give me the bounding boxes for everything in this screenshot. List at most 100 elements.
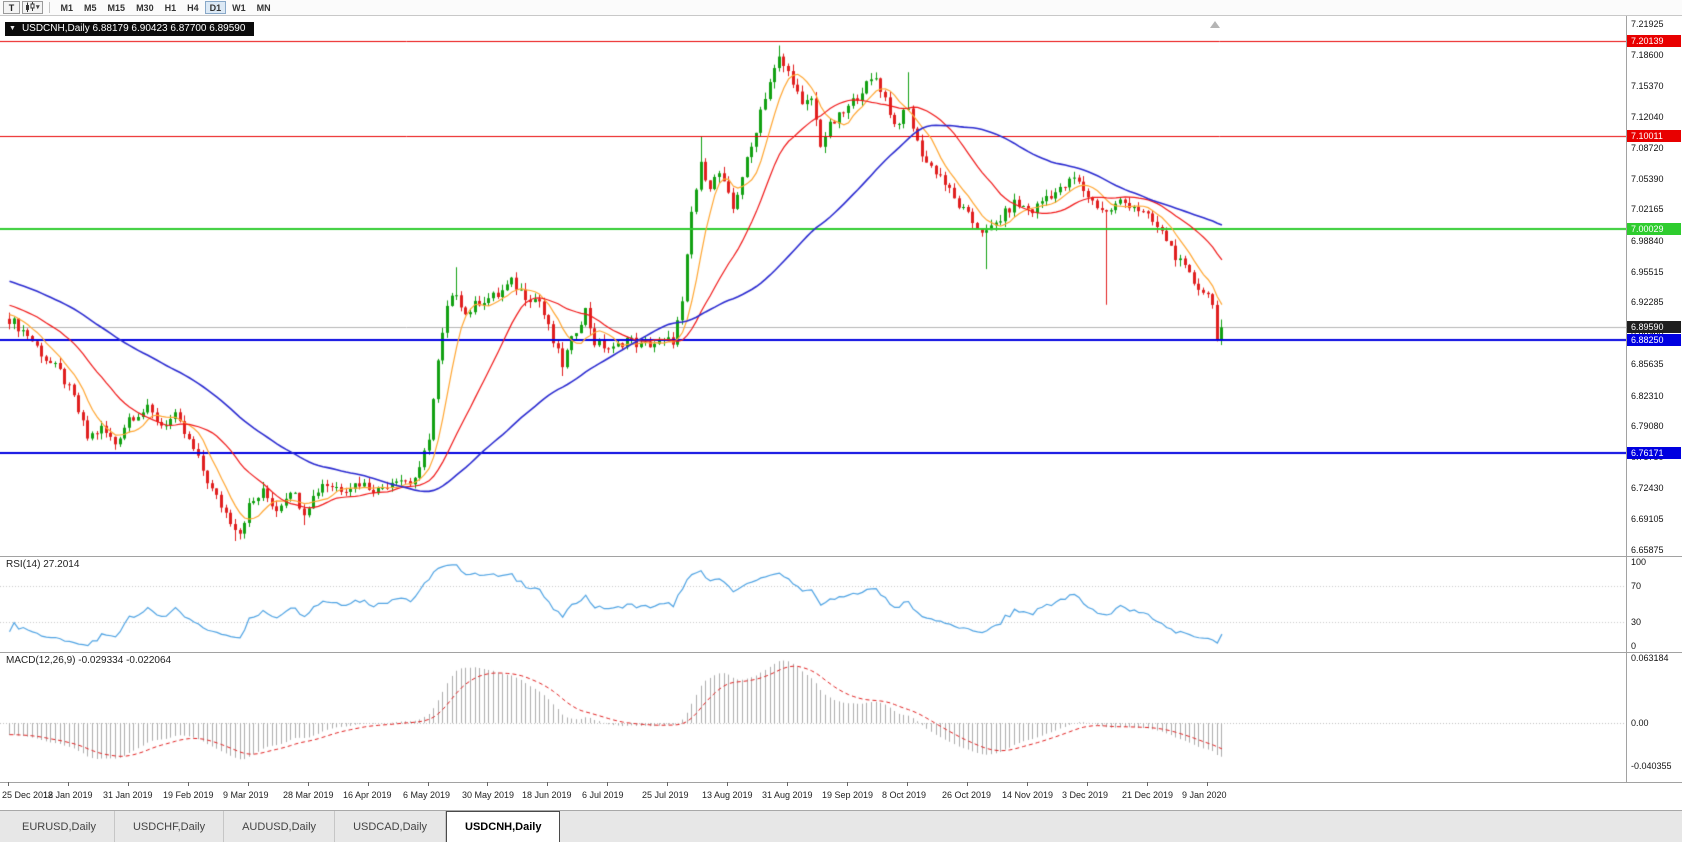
date-label: 19 Sep 2019 [822,790,874,800]
date-label: 12 Jan 2019 [43,790,93,800]
chart-title-text: USDCNH,Daily 6.88179 6.90423 6.87700 6.8… [21,23,246,34]
price-axis-label: 6.98840 [1631,236,1664,246]
current-price-tag[interactable]: 6.89590 [1627,321,1681,333]
date-tick [667,782,668,786]
date-tick [128,782,129,786]
price-level-tag[interactable]: 7.10011 [1627,130,1681,142]
top-toolbar: T ▾ M1 M5 M15 M30 H1 H4 D1 W1 MN [0,0,1682,16]
chart-tab-usdcad[interactable]: USDCAD,Daily [335,811,447,842]
text-tool-label: T [8,2,15,13]
date-tick [428,782,429,786]
date-tick [787,782,788,786]
date-label: 30 May 2019 [462,790,515,800]
chart-type-button[interactable]: ▾ [22,1,43,14]
date-tick [847,782,848,786]
price-level-tag[interactable]: 7.20139 [1627,35,1681,47]
date-axis: 25 Dec 2018 12 Jan 2019 31 Jan 2019 19 Feb … [0,782,1682,810]
text-tool-button[interactable]: T [3,1,20,14]
price-axis-label: 6.72430 [1631,483,1664,493]
date-label: 14 Nov 2019 [1002,790,1054,800]
timeframe-button-h4[interactable]: H4 [187,2,199,13]
timeframe-button-m30[interactable]: M30 [136,2,154,13]
date-label: 13 Aug 2019 [702,790,753,800]
price-axis-label: 7.08720 [1631,143,1664,153]
chart-tab-eurusd[interactable]: EURUSD,Daily [4,811,115,842]
price-axis-label: 6.82310 [1631,391,1664,401]
date-label: 31 Jan 2019 [103,790,153,800]
date-label: 18 Jun 2019 [522,790,572,800]
scroll-to-end-icon[interactable] [1210,21,1220,28]
date-label: 6 Jul 2019 [582,790,624,800]
date-label: 25 Jul 2019 [642,790,689,800]
date-label: 25 Dec 2018 [2,790,54,800]
price-axis-label: 6.88960 [1631,328,1664,338]
macd-axis-label: -0.040355 [1631,761,1672,771]
panel-divider-macd[interactable] [0,652,1682,653]
price-axis-label: 7.12040 [1631,112,1664,122]
date-tick [68,782,69,786]
panel-divider-rsi[interactable] [0,556,1682,557]
chevron-down-icon: ▾ [36,4,40,11]
date-label: 21 Dec 2019 [1122,790,1174,800]
rsi-axis-label: 70 [1631,581,1642,591]
chart-title-bar[interactable]: ▼ USDCNH,Daily 6.88179 6.90423 6.87700 6… [5,22,255,36]
timeframe-button-m5[interactable]: M5 [84,2,97,13]
date-tick [727,782,728,786]
date-tick [607,782,608,786]
date-label: 8 Oct 2019 [882,790,927,800]
date-tick [1027,782,1028,786]
date-label: 19 Feb 2019 [163,790,214,800]
price-axis-label: 7.18600 [1631,50,1664,60]
date-label: 28 Mar 2019 [283,790,334,800]
date-tick [248,782,249,786]
date-tick [8,782,9,786]
date-tick [487,782,488,786]
toolbar-separator [48,2,50,13]
date-tick [368,782,369,786]
macd-indicator-canvas[interactable] [0,652,1626,782]
rsi-axis-label: 30 [1631,617,1642,627]
date-label: 9 Mar 2019 [223,790,269,800]
timeframe-button-d1[interactable]: D1 [204,1,227,14]
rsi-label: RSI(14) 27.2014 [6,559,80,570]
price-axis-label: 6.92285 [1631,297,1664,307]
date-label: 3 Dec 2019 [1062,790,1109,800]
price-axis-label: 7.02165 [1631,204,1664,214]
chart-tab-audusd[interactable]: AUDUSD,Daily [224,811,336,842]
macd-axis-label: 0.063184 [1631,653,1669,663]
chart-tab-usdchf[interactable]: USDCHF,Daily [115,811,225,842]
chart-tab-bar: EURUSD,Daily USDCHF,Daily AUDUSD,Daily USDC… [0,810,1682,842]
price-axis-label: 6.85635 [1631,359,1664,369]
date-axis-divider [0,782,1682,783]
chart-tab-usdcnh[interactable]: USDCNH,Daily [446,811,561,842]
price-level-tag[interactable]: 7.00029 [1627,223,1681,235]
candlestick-icon [26,2,35,12]
date-tick [1147,782,1148,786]
price-axis-label: 7.15370 [1631,81,1664,91]
date-tick [967,782,968,786]
date-tick [1207,782,1208,786]
window-menu-icon: ▼ [9,25,16,32]
main-chart-canvas[interactable] [0,16,1626,556]
date-label: 16 Apr 2019 [343,790,392,800]
timeframe-buttons: M1 M5 M15 M30 H1 H4 D1 W1 MN [56,1,276,14]
macd-label: MACD(12,26,9) -0.029334 -0.022064 [6,655,172,666]
timeframe-button-h1[interactable]: H1 [164,2,177,13]
rsi-axis-label: 100 [1631,557,1647,567]
timeframe-button-w1[interactable]: W1 [232,2,246,13]
price-level-tag[interactable]: 6.76171 [1627,447,1681,459]
price-axis-label: 7.21925 [1631,19,1664,29]
price-axis-border [1626,16,1627,782]
date-label: 9 Jan 2020 [1182,790,1227,800]
date-label: 31 Aug 2019 [762,790,813,800]
rsi-indicator-canvas[interactable] [0,556,1626,652]
date-tick [1087,782,1088,786]
rsi-axis-label: 0 [1631,641,1637,651]
date-label: 6 May 2019 [403,790,451,800]
price-level-tag[interactable]: 6.88250 [1627,334,1681,346]
timeframe-button-mn[interactable]: MN [256,2,271,13]
timeframe-button-m1[interactable]: M1 [60,2,74,13]
macd-axis-label: 0.00 [1631,718,1649,728]
timeframe-button-m15[interactable]: M15 [107,2,126,13]
